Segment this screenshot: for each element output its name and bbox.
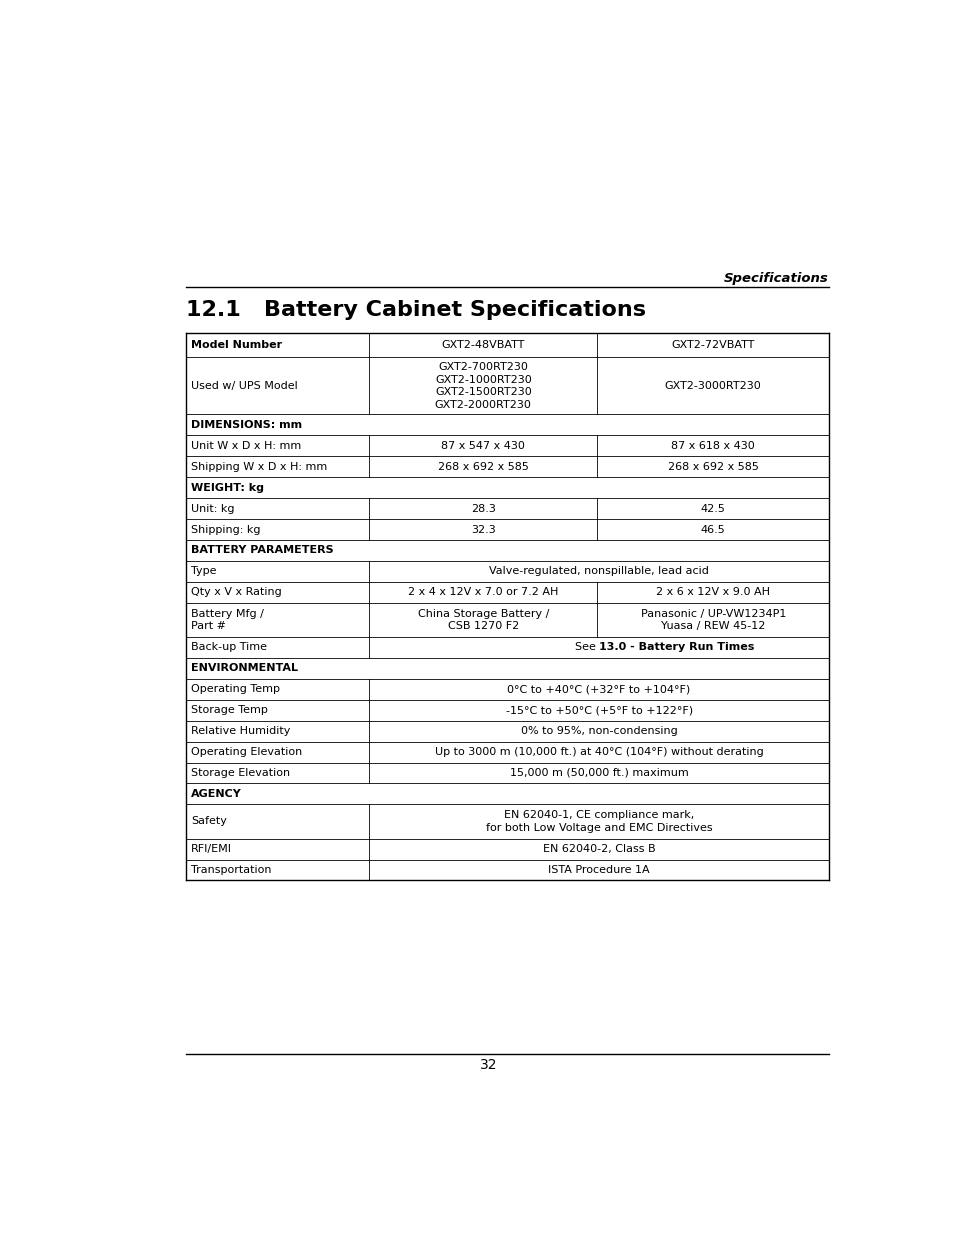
Text: 32.3: 32.3 (471, 525, 496, 535)
Text: Used w/ UPS Model: Used w/ UPS Model (191, 380, 297, 391)
Text: 32: 32 (479, 1058, 497, 1072)
Text: 268 x 692 x 585: 268 x 692 x 585 (667, 462, 758, 472)
Text: Unit: kg: Unit: kg (191, 504, 234, 514)
Text: Type: Type (191, 567, 216, 577)
Text: -15°C to +50°C (+5°F to +122°F): -15°C to +50°C (+5°F to +122°F) (505, 705, 692, 715)
Text: GXT2-3000RT230: GXT2-3000RT230 (664, 380, 760, 391)
Text: ISTA Procedure 1A: ISTA Procedure 1A (548, 864, 649, 874)
Text: China Storage Battery /
CSB 1270 F2: China Storage Battery / CSB 1270 F2 (417, 609, 548, 631)
Text: 0°C to +40°C (+32°F to +104°F): 0°C to +40°C (+32°F to +104°F) (507, 684, 690, 694)
Text: Panasonic / UP-VW1234P1
Yuasa / REW 45-12: Panasonic / UP-VW1234P1 Yuasa / REW 45-1… (639, 609, 785, 631)
Text: Storage Elevation: Storage Elevation (191, 768, 290, 778)
Text: Shipping: kg: Shipping: kg (191, 525, 260, 535)
Text: EN 62040-2, Class B: EN 62040-2, Class B (542, 844, 655, 855)
Text: ENVIRONMENTAL: ENVIRONMENTAL (191, 663, 297, 673)
Text: 87 x 618 x 430: 87 x 618 x 430 (671, 441, 755, 451)
Text: Qty x V x Rating: Qty x V x Rating (191, 588, 281, 598)
Text: RFI/EMI: RFI/EMI (191, 844, 232, 855)
Text: BATTERY PARAMETERS: BATTERY PARAMETERS (191, 546, 334, 556)
Text: 87 x 547 x 430: 87 x 547 x 430 (441, 441, 525, 451)
Text: Shipping W x D x H: mm: Shipping W x D x H: mm (191, 462, 327, 472)
Text: 0% to 95%, non-condensing: 0% to 95%, non-condensing (520, 726, 677, 736)
Text: 42.5: 42.5 (700, 504, 725, 514)
Text: Model Number: Model Number (191, 340, 282, 350)
Text: WEIGHT: kg: WEIGHT: kg (191, 483, 264, 493)
Text: Unit W x D x H: mm: Unit W x D x H: mm (191, 441, 301, 451)
Text: 15,000 m (50,000 ft.) maximum: 15,000 m (50,000 ft.) maximum (509, 768, 688, 778)
Text: See: See (574, 642, 598, 652)
Text: Valve-regulated, nonspillable, lead acid: Valve-regulated, nonspillable, lead acid (489, 567, 708, 577)
Text: Operating Elevation: Operating Elevation (191, 747, 302, 757)
Text: Safety: Safety (191, 816, 227, 826)
Text: Operating Temp: Operating Temp (191, 684, 279, 694)
Text: 2 x 6 x 12V x 9.0 AH: 2 x 6 x 12V x 9.0 AH (656, 588, 769, 598)
Text: Transportation: Transportation (191, 864, 272, 874)
Text: Up to 3000 m (10,000 ft.) at 40°C (104°F) without derating: Up to 3000 m (10,000 ft.) at 40°C (104°F… (435, 747, 762, 757)
Text: 2 x 4 x 12V x 7.0 or 7.2 AH: 2 x 4 x 12V x 7.0 or 7.2 AH (408, 588, 558, 598)
Text: 268 x 692 x 585: 268 x 692 x 585 (437, 462, 528, 472)
Text: 13.0 - Battery Run Times: 13.0 - Battery Run Times (598, 642, 754, 652)
Text: Specifications: Specifications (723, 272, 828, 285)
Text: EN 62040-1, CE compliance mark,
for both Low Voltage and EMC Directives: EN 62040-1, CE compliance mark, for both… (485, 810, 712, 832)
Text: Back-up Time: Back-up Time (191, 642, 267, 652)
Text: Relative Humidity: Relative Humidity (191, 726, 290, 736)
Text: Storage Temp: Storage Temp (191, 705, 268, 715)
Text: 46.5: 46.5 (700, 525, 725, 535)
Text: 12.1   Battery Cabinet Specifications: 12.1 Battery Cabinet Specifications (186, 300, 645, 320)
Text: Battery Mfg /
Part #: Battery Mfg / Part # (191, 609, 264, 631)
Text: GXT2-48VBATT: GXT2-48VBATT (441, 340, 524, 350)
Text: 28.3: 28.3 (471, 504, 496, 514)
Text: GXT2-700RT230
GXT2-1000RT230
GXT2-1500RT230
GXT2-2000RT230: GXT2-700RT230 GXT2-1000RT230 GXT2-1500RT… (435, 362, 531, 410)
Text: GXT2-72VBATT: GXT2-72VBATT (671, 340, 754, 350)
Text: AGENCY: AGENCY (191, 789, 241, 799)
Text: DIMENSIONS: mm: DIMENSIONS: mm (191, 420, 302, 430)
